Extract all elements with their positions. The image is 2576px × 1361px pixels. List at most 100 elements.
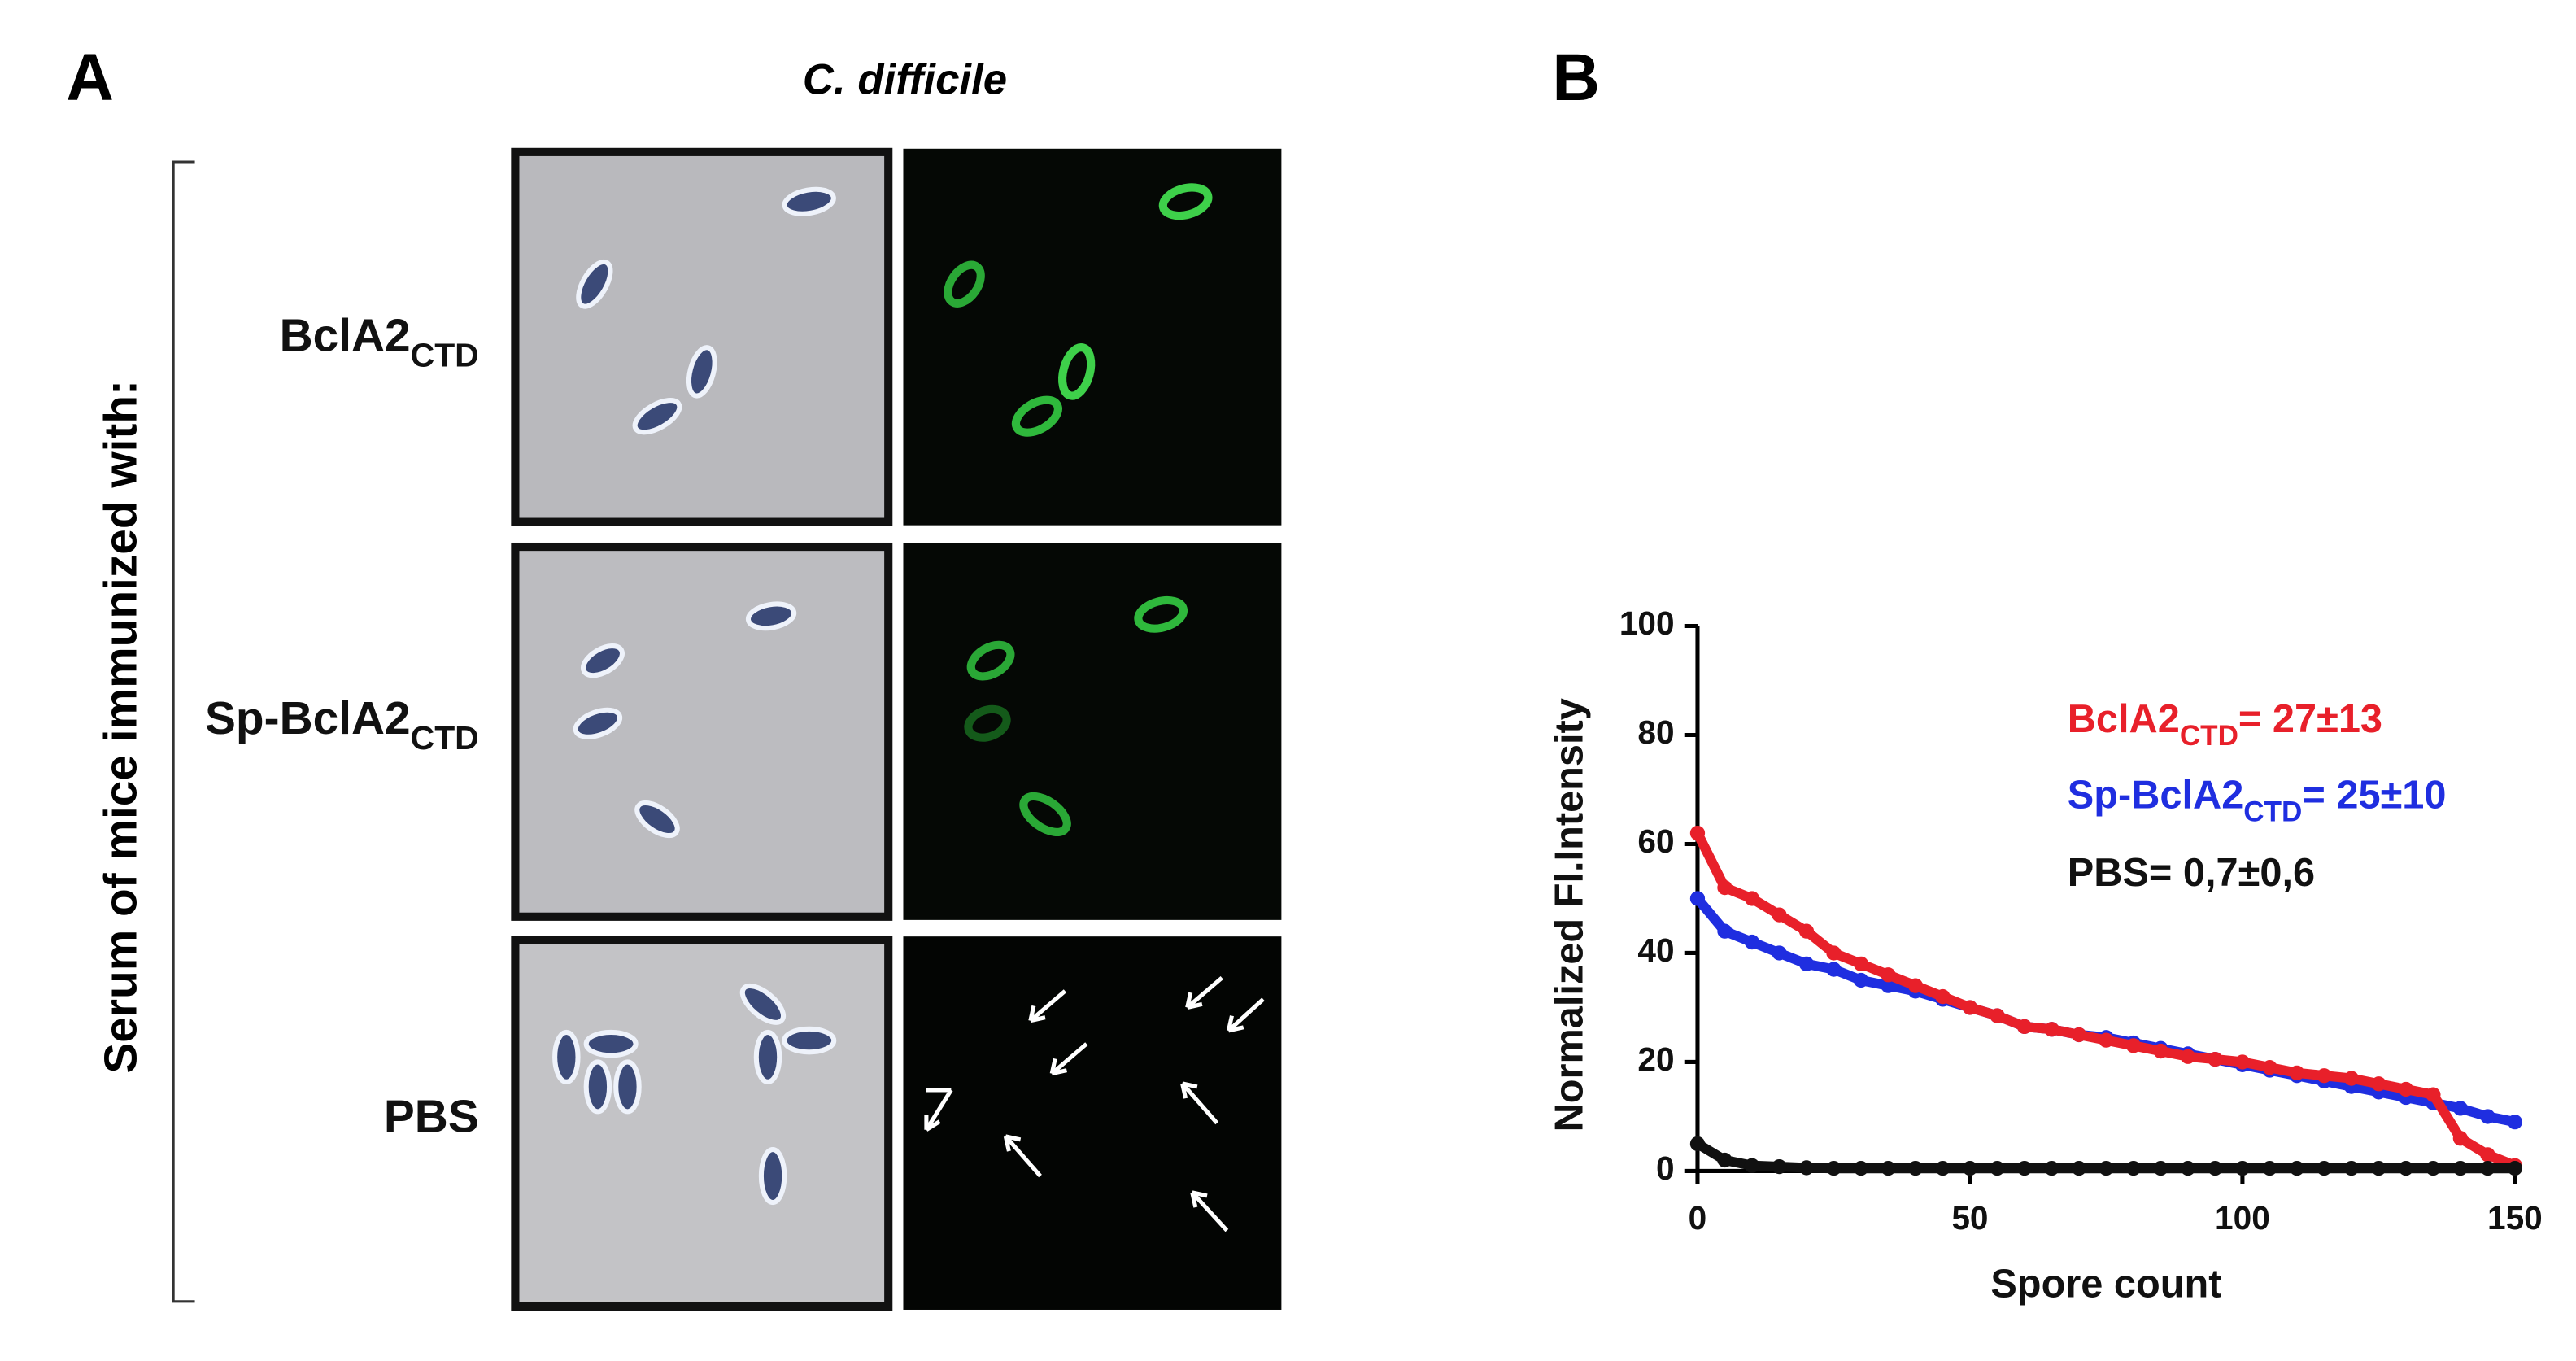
y-tick-label: 80	[1637, 713, 1674, 751]
point	[1689, 891, 1706, 906]
micrographs	[511, 147, 1282, 1311]
point	[1962, 1160, 1978, 1176]
point	[2262, 1060, 2277, 1075]
point	[1881, 978, 1896, 993]
point	[2044, 1160, 2059, 1176]
label-part: Sp-BclA2	[205, 693, 411, 744]
y-tick-label: 0	[1656, 1149, 1675, 1187]
point	[1744, 1158, 1760, 1173]
point	[2262, 1160, 2277, 1176]
subscript: CTD	[2180, 720, 2238, 752]
point	[2371, 1076, 2386, 1092]
subscript: CTD	[411, 719, 479, 757]
point	[2480, 1160, 2495, 1176]
point	[1962, 1000, 1978, 1015]
point	[2125, 1038, 2142, 1053]
point	[2452, 1160, 2469, 1176]
x-axis-title: Spore count	[1990, 1262, 2221, 1306]
point	[1798, 923, 1815, 939]
point	[2398, 1160, 2414, 1176]
point	[2180, 1160, 2196, 1176]
point	[1798, 1160, 1815, 1176]
point	[1935, 988, 1951, 1005]
point	[1907, 978, 1924, 993]
point	[1772, 1158, 1787, 1175]
point	[2180, 1049, 2196, 1064]
point	[2016, 1019, 2033, 1035]
point	[2016, 1160, 2033, 1176]
subscript: CTD	[2243, 796, 2302, 827]
point	[2371, 1160, 2386, 1176]
phase-image	[511, 936, 893, 1311]
point	[2507, 1160, 2523, 1176]
spores-phase	[552, 186, 837, 1206]
y-tick-label: 40	[1637, 931, 1674, 969]
y-tick-label: 20	[1637, 1040, 1674, 1078]
point	[2208, 1051, 2223, 1067]
point	[1881, 1160, 1896, 1176]
point	[2480, 1109, 2495, 1124]
label: Sp-BclA2CTD= 25±10	[2068, 774, 2447, 828]
label: BclA2CTD= 27±13	[2068, 697, 2382, 752]
point	[2317, 1068, 2332, 1084]
point	[1717, 923, 1733, 939]
label: BclA2CTD	[280, 310, 479, 373]
point	[2289, 1065, 2305, 1080]
point	[2099, 1160, 2114, 1176]
panel-label: B	[1552, 41, 1600, 115]
point	[1935, 1160, 1951, 1176]
point	[2507, 1115, 2523, 1130]
spores-fluorescent	[944, 183, 1213, 836]
x-tick-label: 100	[2215, 1199, 2270, 1237]
panel-title: C. difficile	[803, 56, 1007, 104]
label-part: BclA2	[280, 310, 411, 361]
point	[1689, 825, 1706, 841]
point	[2398, 1081, 2414, 1097]
fluorescence-image	[903, 543, 1282, 920]
label: Sp-BclA2CTD	[205, 693, 479, 757]
label-part: PBS	[2068, 851, 2149, 895]
point	[1744, 934, 1760, 950]
point	[1826, 1160, 1842, 1176]
point	[2099, 1032, 2114, 1048]
fluorescence-image	[903, 148, 1282, 526]
point	[2044, 1022, 2059, 1037]
point	[2153, 1160, 2168, 1176]
point	[2480, 1147, 2495, 1163]
label-part: = 25±10	[2302, 774, 2446, 818]
point	[1717, 879, 1733, 896]
point	[1853, 1160, 1869, 1176]
point	[2343, 1071, 2360, 1086]
point	[2426, 1160, 2441, 1176]
bracket	[172, 160, 195, 1303]
phase-image	[511, 542, 893, 921]
point	[2125, 1160, 2142, 1176]
point	[1881, 967, 1896, 983]
label-part: BclA2	[2068, 697, 2180, 741]
point	[2234, 1054, 2251, 1070]
point	[2153, 1043, 2168, 1059]
point	[1826, 945, 1842, 961]
point	[1907, 1160, 1924, 1176]
point	[2071, 1160, 2087, 1176]
point	[2208, 1160, 2223, 1176]
point	[1826, 962, 1842, 977]
x-tick-label: 50	[1951, 1199, 1988, 1237]
point	[1772, 907, 1787, 923]
x-tick-label: 150	[2487, 1199, 2543, 1237]
point	[1717, 1152, 1733, 1168]
label-part: Sp-BclA2	[2068, 774, 2244, 818]
point	[1772, 945, 1787, 961]
side-label: Serum of mice immunized with:	[95, 380, 146, 1074]
point	[1853, 956, 1869, 972]
point	[2426, 1087, 2441, 1102]
y-tick-label: 100	[1619, 604, 1675, 642]
label-part: = 27±13	[2238, 697, 2382, 741]
point	[1990, 1008, 2005, 1023]
arrows	[924, 975, 1265, 1232]
phase-image	[511, 147, 893, 526]
point	[2317, 1160, 2332, 1176]
point	[1689, 1136, 1706, 1152]
